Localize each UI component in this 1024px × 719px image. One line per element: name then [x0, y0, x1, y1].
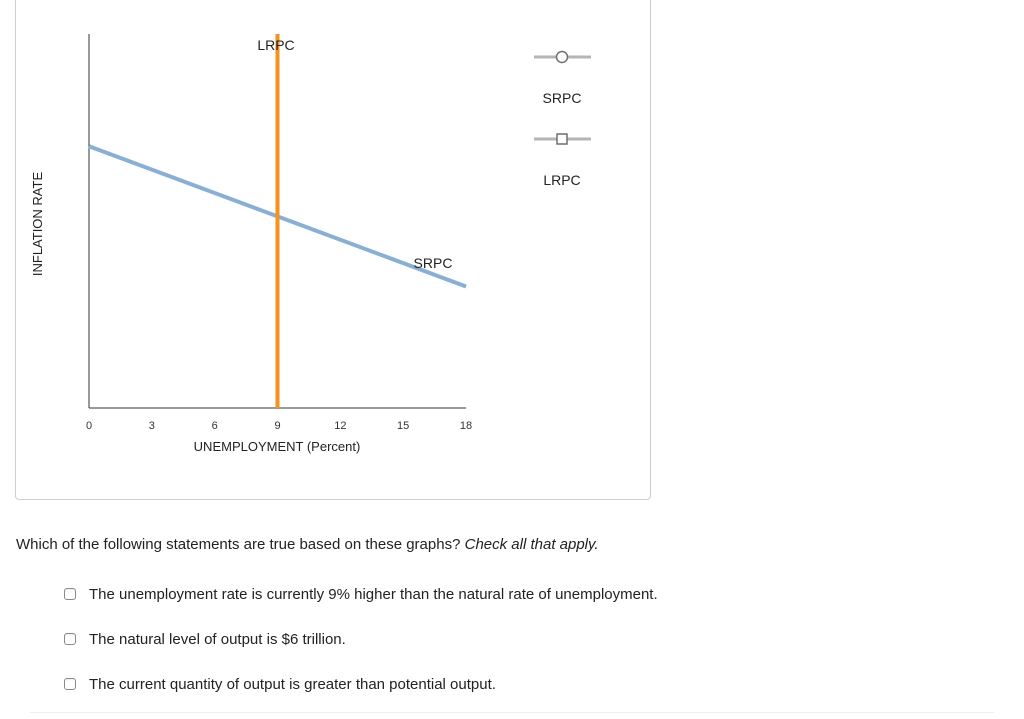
answer-options: The unemployment rate is currently 9% hi… [64, 584, 658, 719]
question-prompt: Which of the following statements are tr… [16, 536, 461, 553]
question-text: Which of the following statements are tr… [16, 536, 599, 553]
legend-srpc-label: SRPC [543, 90, 582, 106]
option-1[interactable]: The unemployment rate is currently 9% hi… [64, 584, 658, 604]
option-3-label: The current quantity of output is greate… [89, 675, 496, 693]
x-tick-label: 0 [86, 420, 92, 432]
option-1-checkbox[interactable] [64, 588, 76, 600]
option-2-checkbox[interactable] [64, 633, 76, 645]
lrpc-line-label: LRPC [257, 37, 294, 53]
x-tick-label: 9 [274, 420, 280, 432]
option-2[interactable]: The natural level of output is $6 trilli… [64, 629, 658, 649]
x-axis-label: UNEMPLOYMENT (Percent) [194, 439, 361, 454]
x-tick-label: 18 [460, 420, 472, 432]
option-1-label: The unemployment rate is currently 9% hi… [89, 585, 658, 603]
question-instruction: Check all that apply. [464, 536, 599, 553]
x-tick-label: 3 [149, 420, 155, 432]
divider [30, 712, 994, 713]
phillips-curve-chart: 0 3 6 9 12 15 18 LRPC SRPC SRPC LRPC INFLATION RAT… [30, 34, 591, 454]
option-3-checkbox[interactable] [64, 678, 76, 690]
x-tick-label: 12 [334, 420, 346, 432]
option-2-label: The natural level of output is $6 trilli… [89, 630, 346, 648]
legend-lrpc-marker [556, 133, 568, 145]
x-tick-label: 15 [397, 420, 409, 432]
y-axis-label: INFLATION RATE [30, 172, 45, 277]
legend-lrpc-label: LRPC [543, 172, 580, 188]
option-3[interactable]: The current quantity of output is greate… [64, 674, 658, 694]
x-tick-label: 6 [212, 420, 218, 432]
graph-panel [15, 0, 651, 500]
legend-srpc-marker [555, 50, 569, 64]
srpc-line-label: SRPC [414, 255, 453, 271]
